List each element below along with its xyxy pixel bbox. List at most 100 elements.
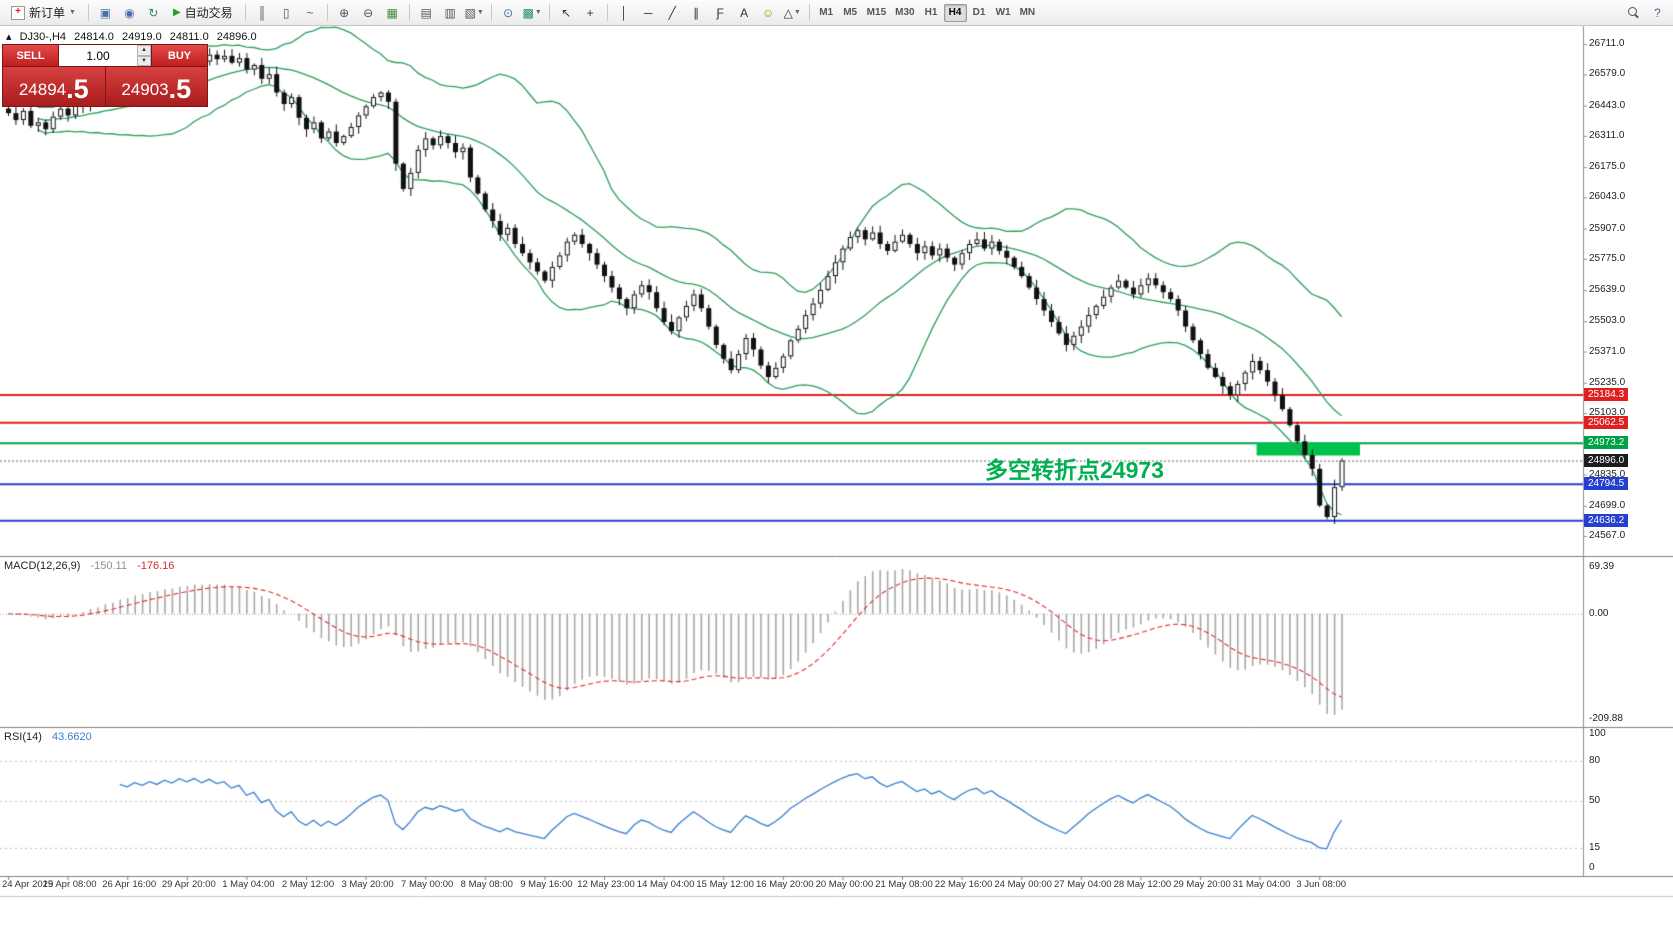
tile-windows-icon[interactable]: ▤ bbox=[415, 3, 438, 23]
timeframe-m5[interactable]: M5 bbox=[839, 4, 862, 22]
price-tag: 24973.2 bbox=[1584, 436, 1629, 450]
new-order-icon: + bbox=[11, 5, 25, 20]
ohlc-close: 24896.0 bbox=[216, 31, 257, 43]
bar-chart-icon[interactable]: ║ bbox=[251, 3, 274, 23]
crosshair-icon[interactable]: + bbox=[579, 3, 602, 23]
ohlc-high: 24919.0 bbox=[121, 31, 162, 43]
timeframe-h4[interactable]: H4 bbox=[943, 3, 967, 22]
price-axis-label: 26579.0 bbox=[1589, 68, 1626, 80]
macd-name: MACD(12,26,9) bbox=[4, 560, 81, 572]
price-axis-label: 25639.0 bbox=[1589, 284, 1626, 296]
ohlc-open: 24814.0 bbox=[74, 31, 114, 43]
rsi-name: RSI(14) bbox=[4, 731, 42, 743]
toolbar-separator bbox=[808, 4, 810, 21]
templates-icon[interactable]: ▩ ▼ bbox=[521, 3, 544, 23]
price-axis-label: 24567.0 bbox=[1589, 530, 1626, 542]
price-tag: 24794.5 bbox=[1584, 477, 1629, 491]
time-axis-label: 9 May 16:00 bbox=[520, 879, 573, 890]
rsi-axis-label: 0 bbox=[1589, 862, 1595, 873]
price-axis-label: 26043.0 bbox=[1589, 191, 1626, 203]
time-axis-label: 24 Apr 2019 bbox=[2, 879, 54, 890]
line-chart-icon[interactable]: ~ bbox=[299, 3, 322, 23]
time-axis-label: 28 May 12:00 bbox=[1113, 879, 1172, 890]
fibonacci-icon[interactable]: Ƒ bbox=[709, 3, 732, 23]
buy-price-button[interactable]: 24903.5 bbox=[105, 67, 207, 106]
chart-text-annotation[interactable]: 多空转折点24973 bbox=[985, 457, 1164, 483]
charts-window-icon[interactable]: ▣ bbox=[94, 3, 117, 23]
price-tag: 25184.3 bbox=[1584, 387, 1629, 401]
toolbar-separator bbox=[87, 4, 89, 21]
volume-down-button[interactable]: ▼ bbox=[137, 55, 151, 66]
time-axis-label: 29 Apr 20:00 bbox=[161, 879, 216, 890]
time-axis-label: 20 May 00:00 bbox=[815, 879, 874, 890]
macd-signal-value: -176.16 bbox=[137, 560, 175, 572]
time-axis-label: 16 May 20:00 bbox=[756, 879, 814, 890]
price-tag: 24636.2 bbox=[1584, 513, 1629, 527]
candlestick-chart-icon[interactable]: ▯ bbox=[275, 3, 298, 23]
time-axis-label: 3 May 20:00 bbox=[341, 879, 394, 890]
time-axis-label: 26 Apr 16:00 bbox=[102, 879, 157, 890]
time-axis-label: 15 May 12:00 bbox=[696, 879, 754, 890]
new-order-button[interactable]: + 新订单 ▼ bbox=[4, 3, 83, 23]
time-axis-label: 27 May 04:00 bbox=[1054, 879, 1112, 890]
time-axis-label: 2 May 12:00 bbox=[281, 879, 335, 890]
toolbar: + 新订单 ▼ ▣ ◉ ↻ ▶ 自动交易 ║ ▯ ~ ⊕ ⊖ ▦ ▤ ▥ ▧ ▼ ⊙ ▩ ▼ ↖ + │ ─ ╱ ∥ Ƒ A ☺ △ ▼ M1 M… bbox=[0, 0, 1673, 26]
zoom-in-icon[interactable]: ⊕ bbox=[333, 3, 356, 23]
auto-trading-button[interactable]: ▶ 自动交易 bbox=[166, 3, 240, 23]
grid-icon[interactable]: ▦ bbox=[381, 3, 404, 23]
sell-button[interactable]: SELL bbox=[3, 45, 58, 66]
timeframe-m1[interactable]: M1 bbox=[815, 4, 838, 22]
rsi-axis-label: 100 bbox=[1589, 728, 1606, 739]
help-icon[interactable]: ? bbox=[1646, 3, 1669, 23]
period-icon[interactable]: ⊙ bbox=[497, 3, 520, 23]
toolbar-separator bbox=[490, 4, 492, 21]
channel-icon[interactable]: ∥ bbox=[685, 3, 708, 23]
timeframe-m15[interactable]: M15 bbox=[863, 4, 890, 22]
price-axis-label: 25775.0 bbox=[1589, 252, 1626, 264]
cascade-windows-icon[interactable]: ▥ bbox=[439, 3, 462, 23]
refresh-icon[interactable]: ↻ bbox=[142, 3, 165, 23]
macd-axis-label: -209.88 bbox=[1589, 713, 1623, 724]
search-icon[interactable] bbox=[1622, 3, 1645, 23]
rsi-value: 43.6620 bbox=[51, 731, 92, 743]
toolbar-separator bbox=[548, 4, 550, 21]
one-click-trading-panel: SELL ▲ ▼ BUY 24894.5 24903.5 bbox=[2, 44, 208, 107]
timeframe-d1[interactable]: D1 bbox=[968, 4, 991, 22]
horizontal-line-icon[interactable]: ─ bbox=[637, 3, 660, 23]
timeframe-mn[interactable]: MN bbox=[1016, 4, 1040, 22]
collapse-panel-icon[interactable]: ▴ bbox=[6, 31, 12, 43]
zoom-out-icon[interactable]: ⊖ bbox=[357, 3, 380, 23]
time-axis-label: 31 May 04:00 bbox=[1232, 879, 1291, 890]
price-axis-label: 26175.0 bbox=[1589, 161, 1626, 173]
trendline-icon[interactable]: ╱ bbox=[661, 3, 684, 23]
sell-price-button[interactable]: 24894.5 bbox=[3, 67, 105, 106]
chart-header: ▴ DJ30-,H4 24814.0 24919.0 24811.0 24896… bbox=[6, 30, 262, 43]
timeframe-w1[interactable]: W1 bbox=[992, 4, 1015, 22]
text-icon[interactable]: A bbox=[733, 3, 756, 23]
timeframe-m30[interactable]: M30 bbox=[891, 4, 918, 22]
shapes-icon[interactable]: △ ▼ bbox=[781, 3, 804, 23]
price-axis-label: 26443.0 bbox=[1589, 99, 1626, 111]
macd-main-value: -150.11 bbox=[90, 560, 127, 572]
price-axis-label: 24699.0 bbox=[1589, 499, 1626, 511]
timeframe-h1[interactable]: H1 bbox=[920, 4, 943, 22]
macd-axis-label: 69.39 bbox=[1589, 561, 1615, 572]
volume-field: ▲ ▼ bbox=[59, 45, 151, 66]
arrows-icon[interactable]: ☺ bbox=[757, 3, 780, 23]
volume-input[interactable] bbox=[59, 45, 137, 66]
price-axis-label: 25907.0 bbox=[1589, 222, 1626, 234]
time-axis-label: 21 May 08:00 bbox=[875, 879, 933, 890]
rsi-indicator-label: RSI(14) 43.6620 bbox=[4, 731, 92, 743]
price-axis-label: 25503.0 bbox=[1589, 315, 1626, 327]
vertical-line-icon[interactable]: │ bbox=[613, 3, 636, 23]
time-axis-label: 12 May 23:00 bbox=[577, 879, 635, 890]
volume-up-button[interactable]: ▲ bbox=[137, 45, 151, 56]
toolbar-separator bbox=[326, 4, 328, 21]
cursor-icon[interactable]: ↖ bbox=[555, 3, 578, 23]
profiles-icon[interactable]: ◉ bbox=[118, 3, 141, 23]
play-icon: ▶ bbox=[172, 7, 181, 18]
arrange-windows-icon[interactable]: ▧ ▼ bbox=[463, 3, 486, 23]
buy-button[interactable]: BUY bbox=[152, 45, 207, 66]
